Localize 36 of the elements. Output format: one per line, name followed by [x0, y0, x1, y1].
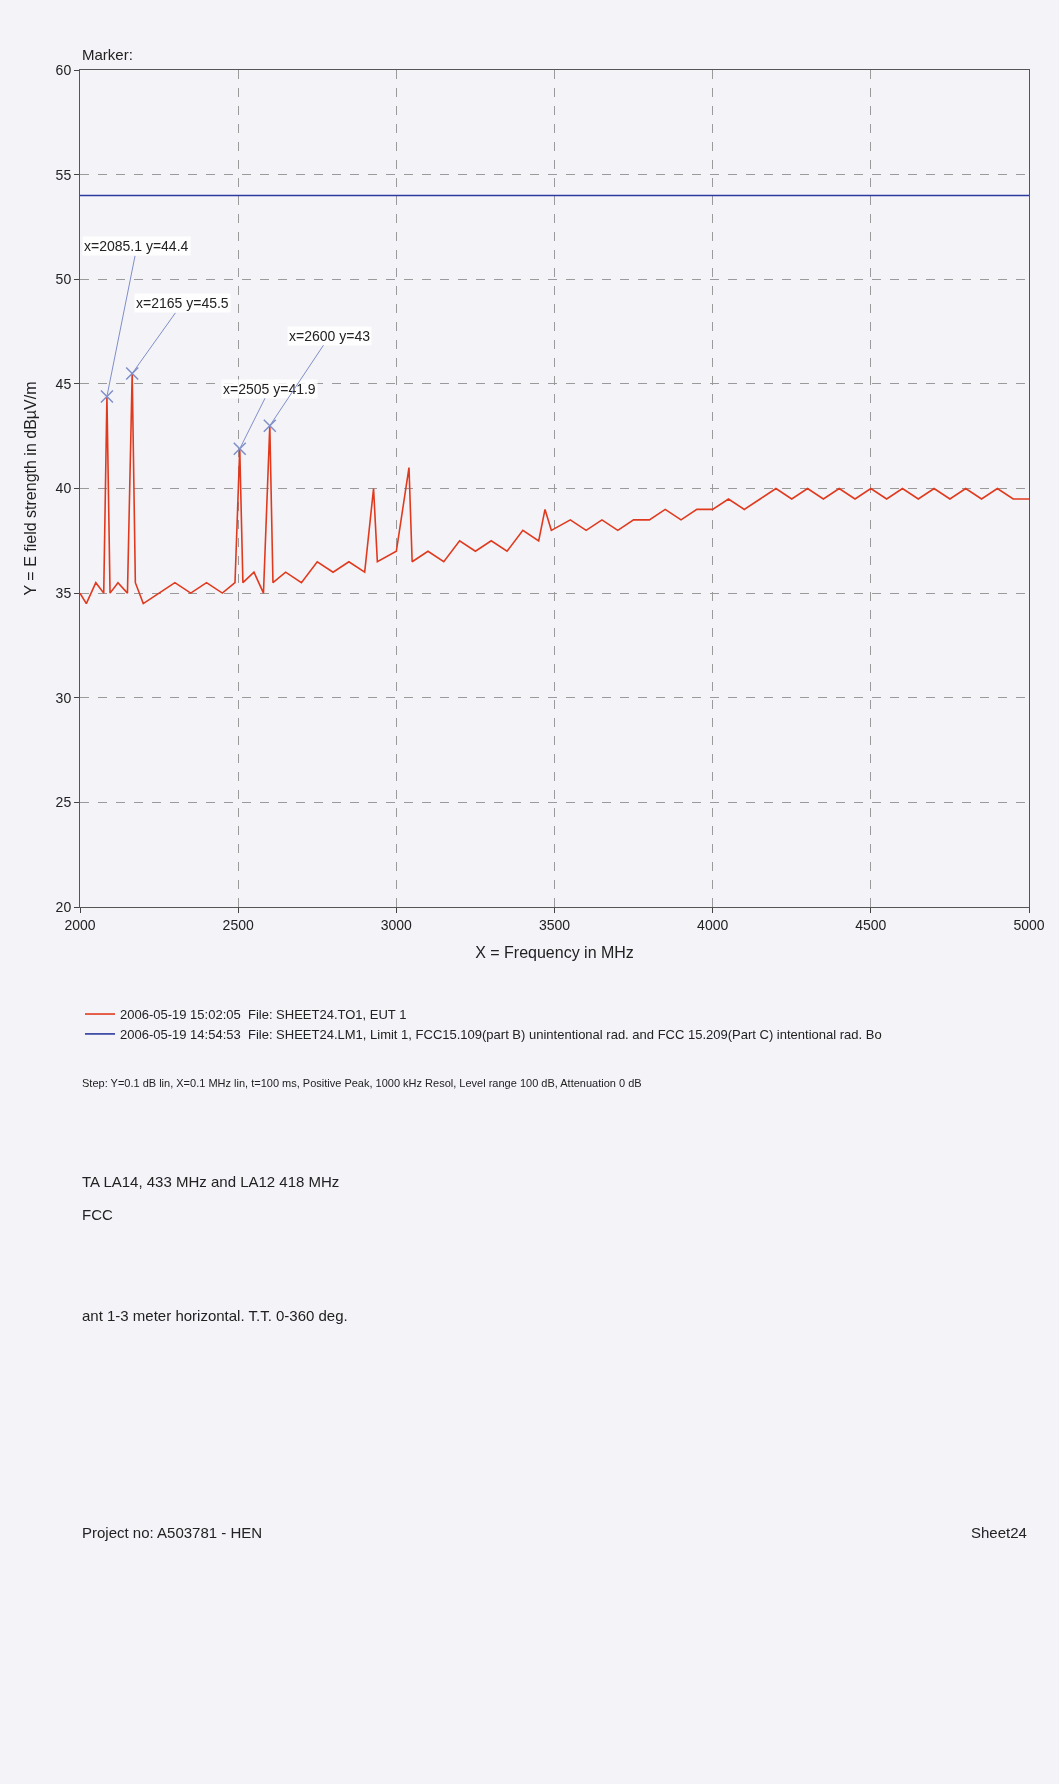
x-axis-title: X = Frequency in MHz: [475, 944, 634, 962]
text: Sheet24: [971, 1524, 1027, 1541]
y-tick-label: 55: [55, 166, 72, 183]
x-tick-label: 2000: [64, 916, 96, 933]
y-tick-label: 25: [55, 794, 72, 811]
point: [233, 441, 247, 456]
y-tick-label: 50: [55, 271, 72, 288]
x-tick-label: 5000: [1013, 916, 1045, 933]
y-tick-label: 35: [55, 585, 72, 602]
y-axis-title: Y = E field strength in dBµV/m: [21, 381, 39, 596]
line-series: [80, 372, 1029, 605]
x-tick-label: 4500: [855, 916, 887, 933]
annotation: x=2600 y=43: [289, 328, 371, 344]
text: Step: Y=0.1 dB lin, X=0.1 MHz lin, t=100 ms, Positive Peak, 1000 kHz Resol, Level range 100 dB, Attenuation 0 dB: [82, 1077, 642, 1089]
legend-label: 2006-05-19 15:02:05 File: SHEET24.TO1, EUT 1: [120, 1007, 407, 1023]
text: FCC: [82, 1206, 113, 1223]
y-tick-label: 60: [55, 61, 72, 78]
x-tick-label: 3000: [380, 916, 413, 933]
text: ant 1-3 meter horizontal. T.T. 0-360 deg.: [82, 1307, 348, 1324]
legend-label: 2006-05-19 14:54:53 File: SHEET24.LM1, Limit 1, FCC15.109(part B) unintentional rad. and FCC 15.209(Part C) intentional rad. Bo: [120, 1026, 882, 1042]
y-tick-label: 45: [55, 375, 72, 392]
y-tick-label: 30: [55, 689, 72, 706]
point: [100, 389, 114, 404]
y-tick-label: 20: [55, 898, 72, 915]
text: Project no: A503781 - HEN: [82, 1524, 263, 1541]
x-tick-label: 3500: [538, 916, 571, 933]
x-tick-label: 4000: [697, 916, 729, 933]
point: [125, 366, 139, 381]
text: Marker:: [82, 46, 133, 63]
point: [263, 418, 277, 433]
annotation: x=2085.1 y=44.4: [84, 238, 189, 254]
y-tick-label: 40: [55, 480, 72, 497]
text: TA LA14, 433 MHz and LA12 418 MHz: [82, 1173, 340, 1190]
annotation: x=2505 y=41.9: [223, 381, 316, 397]
x-tick-label: 2500: [222, 916, 254, 933]
annotation: x=2165 y=45.5: [136, 295, 229, 311]
